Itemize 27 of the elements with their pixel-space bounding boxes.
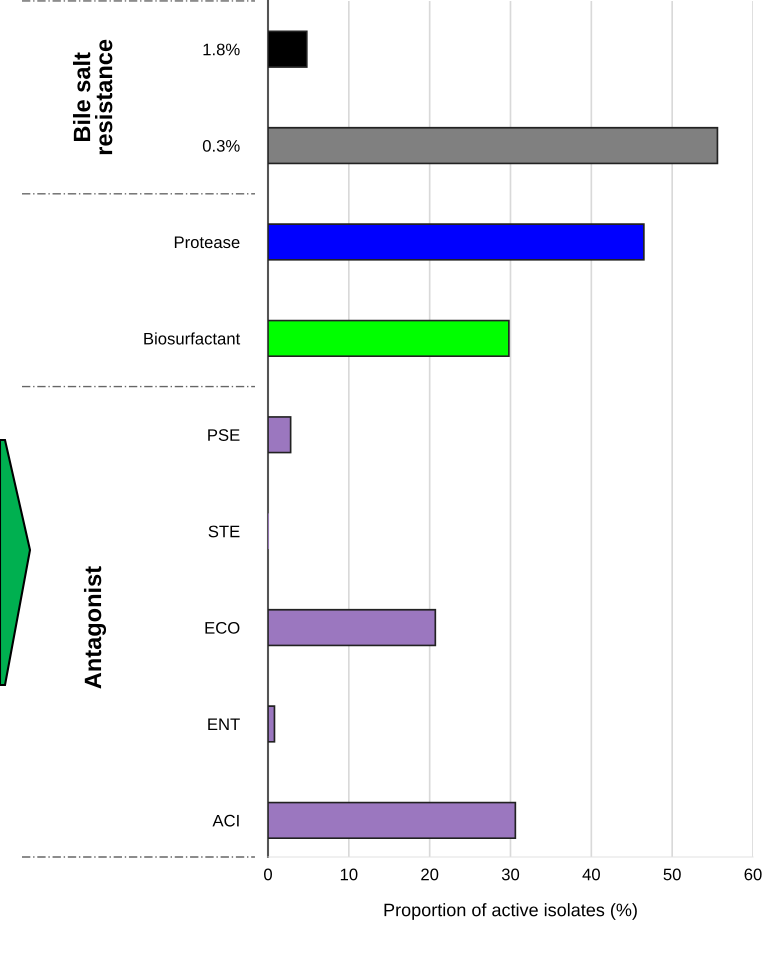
- bar: [268, 608, 436, 646]
- text: Antagonist: [84, 566, 106, 689]
- y-tick-label: ECO: [205, 622, 240, 634]
- y-tick-label: ENT: [208, 718, 240, 730]
- x-tick-label: 0: [264, 868, 272, 880]
- bar: [268, 30, 308, 68]
- x-tick-label: 20: [421, 868, 438, 880]
- x-tick-label: 30: [502, 868, 520, 880]
- bar: [268, 416, 292, 454]
- text: Bile salt resistance: [72, 40, 112, 154]
- bar: [268, 802, 516, 840]
- x-tick-label: 10: [340, 868, 358, 880]
- y-tick-label: Biosurfactant: [144, 332, 240, 345]
- bar: [268, 223, 645, 261]
- x-tick-label: 60: [744, 868, 762, 880]
- y-tick-label: 1.8%: [204, 44, 240, 56]
- bar: [268, 126, 718, 164]
- y-tick-label: STE: [208, 526, 240, 538]
- y-tick-label: PSE: [208, 429, 240, 441]
- x-tick-label: 40: [582, 868, 600, 880]
- y-tick-label: ACI: [212, 814, 239, 827]
- y-tick-label: 0.3%: [202, 140, 240, 152]
- y-tick-label: Protease: [174, 236, 240, 248]
- bar: [268, 705, 276, 743]
- x-tick-label: 50: [664, 868, 681, 880]
- x-axis-title: Proportion of active isolates (%): [384, 903, 637, 920]
- bar: [268, 320, 510, 358]
